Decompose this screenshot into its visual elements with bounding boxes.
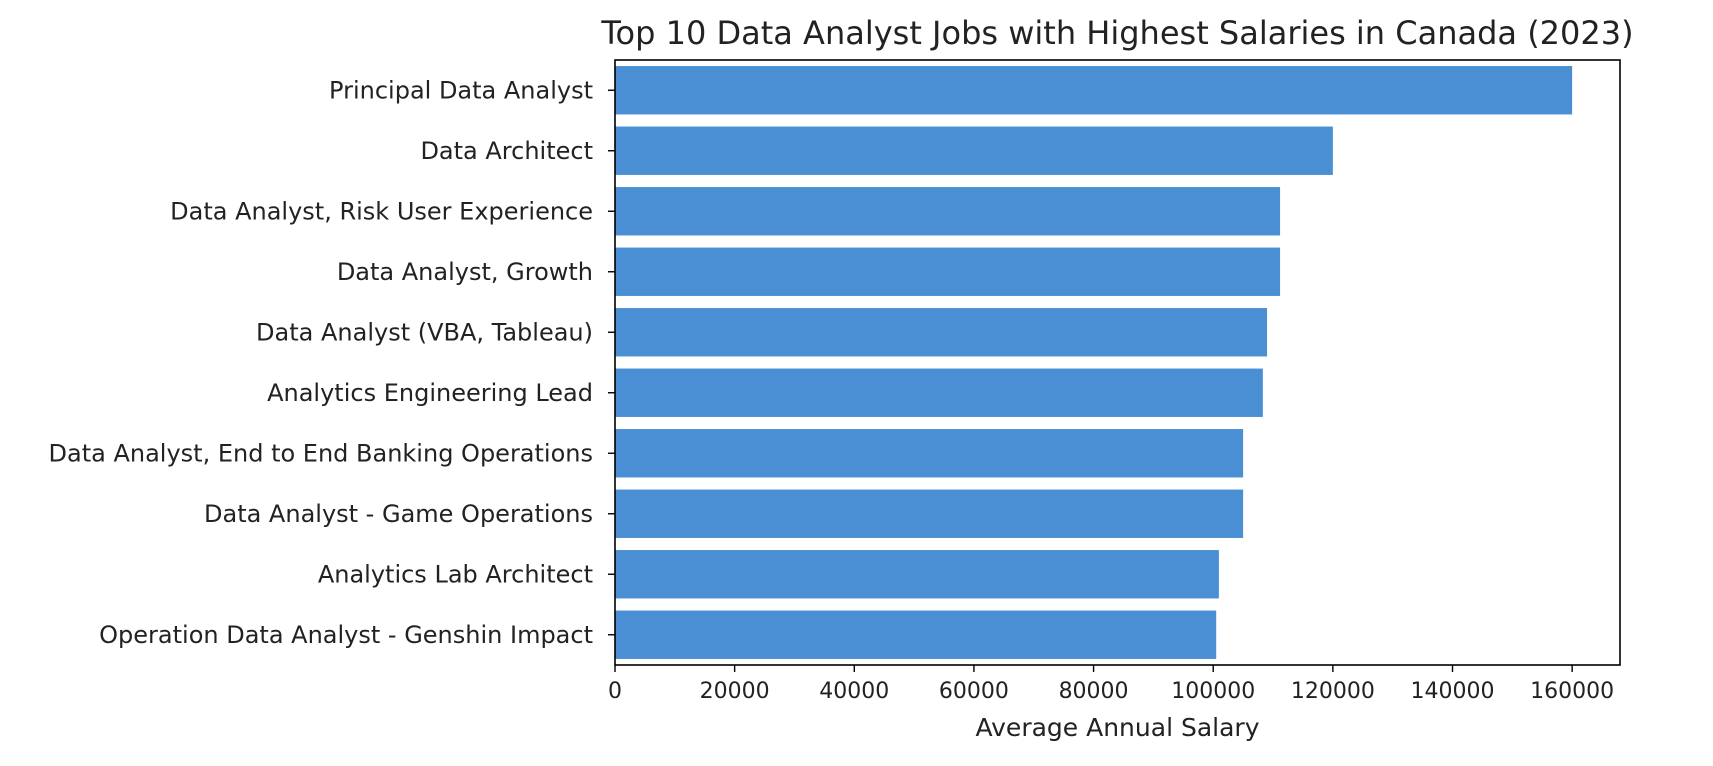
y-tick-label: Data Analyst - Game Operations bbox=[204, 500, 593, 528]
bars-group bbox=[615, 66, 1573, 659]
bar bbox=[615, 550, 1219, 599]
bar bbox=[615, 308, 1268, 357]
y-tick-label: Operation Data Analyst - Genshin Impact bbox=[99, 621, 593, 649]
x-tick-label: 20000 bbox=[700, 679, 770, 704]
x-tick-label: 80000 bbox=[1059, 679, 1129, 704]
bar bbox=[615, 126, 1333, 175]
bar bbox=[615, 66, 1573, 115]
y-tick-label: Data Analyst, Risk User Experience bbox=[170, 197, 593, 225]
y-tick-label: Data Analyst, End to End Banking Operati… bbox=[49, 439, 593, 467]
x-tick-label: 160000 bbox=[1530, 679, 1614, 704]
y-tick-label: Analytics Engineering Lead bbox=[267, 379, 593, 407]
bar bbox=[615, 610, 1217, 659]
x-tick-label: 0 bbox=[608, 679, 622, 704]
y-tick-label: Data Architect bbox=[420, 137, 593, 165]
x-tick-label: 140000 bbox=[1411, 679, 1495, 704]
plot-frame bbox=[614, 59, 1621, 666]
x-tick-label: 100000 bbox=[1171, 679, 1255, 704]
bar bbox=[615, 247, 1281, 296]
x-axis-ticks: 0 20000 40000 60000 80000 100000 120000 140000 1… bbox=[608, 665, 1614, 704]
bar bbox=[615, 187, 1281, 236]
bar bbox=[615, 368, 1263, 417]
x-tick-label: 60000 bbox=[939, 679, 1009, 704]
y-axis-ticks: Principal Data Analyst Data Architect Data… bbox=[49, 76, 615, 649]
x-axis-label: Average Annual Salary bbox=[976, 713, 1260, 742]
y-tick-label: Analytics Lab Architect bbox=[318, 560, 593, 588]
y-tick-label: Data Analyst (VBA, Tableau) bbox=[256, 318, 593, 346]
y-tick-label: Principal Data Analyst bbox=[329, 76, 593, 104]
x-tick-label: 120000 bbox=[1291, 679, 1375, 704]
bar bbox=[615, 429, 1244, 478]
bar bbox=[615, 489, 1244, 538]
chart-title: Top 10 Data Analyst Jobs with Highest Sa… bbox=[600, 14, 1633, 52]
y-tick-label: Data Analyst, Growth bbox=[337, 258, 593, 286]
x-tick-label: 40000 bbox=[819, 679, 889, 704]
